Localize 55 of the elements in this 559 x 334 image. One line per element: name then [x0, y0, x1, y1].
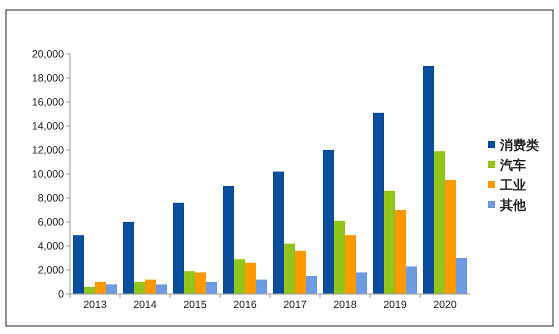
bar — [284, 244, 295, 294]
bar — [384, 190, 395, 294]
bar — [106, 284, 117, 294]
legend-label: 消费类 — [499, 138, 539, 153]
bar — [184, 271, 195, 294]
bar — [223, 186, 234, 294]
bar — [395, 210, 406, 294]
x-tick-label: 2013 — [83, 299, 107, 311]
y-tick-label: 0 — [58, 288, 64, 301]
y-tick-label: 18,000 — [32, 72, 64, 85]
x-tick-label: 2018 — [333, 299, 357, 311]
x-tick-label: 2016 — [233, 299, 257, 311]
bar — [456, 258, 467, 294]
bar — [173, 202, 184, 294]
bar — [206, 282, 217, 294]
legend-label: 汽车 — [499, 158, 526, 173]
bar — [334, 220, 345, 294]
y-tick-label: 20,000 — [32, 48, 64, 61]
x-tick-label: 2020 — [433, 299, 457, 311]
bar — [195, 272, 206, 294]
bar — [134, 282, 145, 294]
y-tick-label: 10,000 — [32, 168, 64, 181]
bar — [145, 280, 156, 294]
y-tick-label: 4,000 — [38, 240, 64, 253]
bar — [356, 272, 367, 294]
bar — [323, 150, 334, 294]
bar — [234, 259, 245, 294]
bar — [123, 222, 134, 294]
bar — [73, 235, 84, 294]
x-tick-label: 2019 — [383, 299, 407, 311]
y-tick-label: 16,000 — [32, 96, 64, 109]
legend-label: 其他 — [499, 198, 527, 213]
bar — [295, 250, 306, 294]
x-tick-label: 2015 — [183, 299, 207, 311]
bar — [423, 66, 434, 294]
y-tick-label: 14,000 — [32, 120, 64, 133]
y-tick-label: 8,000 — [38, 192, 64, 205]
bar — [273, 172, 284, 294]
bar — [345, 235, 356, 294]
bar — [373, 112, 384, 294]
x-tick-label: 2014 — [133, 299, 157, 311]
bar — [445, 180, 456, 294]
bar — [156, 284, 167, 294]
y-tick-label: 6,000 — [38, 216, 64, 229]
bar — [256, 280, 267, 294]
y-tick-label: 2,000 — [38, 264, 64, 277]
bar — [306, 276, 317, 294]
y-tick-label: 12,000 — [32, 144, 64, 157]
bar — [245, 262, 256, 294]
x-tick-label: 2017 — [283, 299, 307, 311]
bar — [95, 282, 106, 294]
bar — [406, 266, 417, 294]
legend-label: 工业 — [499, 178, 526, 193]
bar — [84, 286, 95, 294]
bar — [434, 151, 445, 294]
